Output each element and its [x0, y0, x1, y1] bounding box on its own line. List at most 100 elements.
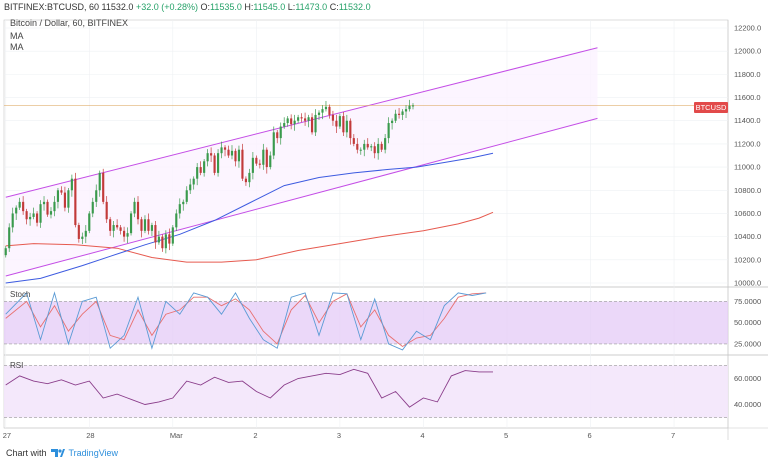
candle-body — [377, 143, 380, 154]
tradingview-logo-icon — [50, 449, 65, 457]
candle-body — [276, 132, 279, 139]
candle-body — [401, 111, 404, 115]
chart-subtitle: Bitcoin / Dollar, 60, BITFINEX — [10, 18, 129, 28]
candle-body — [15, 207, 18, 214]
candle-body — [18, 201, 21, 208]
candle-body — [223, 147, 227, 150]
candle-body — [220, 147, 223, 154]
ma-legend-1[interactable]: MA — [10, 31, 24, 41]
rsi-line — [5, 368, 493, 408]
candle-body — [384, 138, 387, 150]
candle-body — [133, 201, 136, 214]
candle-body — [150, 225, 154, 231]
candle-body — [210, 153, 213, 156]
candle-body — [408, 105, 411, 110]
candle-body — [143, 219, 147, 231]
symbol-label[interactable]: BITFINEX:BTCUSD, 60 — [4, 2, 100, 12]
candle-body — [22, 201, 25, 212]
candle-body — [196, 167, 199, 179]
candle-body — [109, 219, 112, 231]
candle-body — [11, 213, 14, 228]
candle-body — [244, 178, 247, 183]
stoch-label[interactable]: Stoch — [10, 290, 31, 299]
price-tick-label: 10600.0 — [734, 209, 761, 218]
candle-body — [147, 219, 150, 231]
high-label: H: — [244, 2, 254, 12]
candle-body — [397, 113, 401, 115]
stoch-tick-label: 25.0000 — [734, 339, 761, 348]
candle-body — [349, 120, 352, 139]
candle-body — [185, 190, 188, 202]
ma-fast-line — [5, 152, 494, 284]
candle-body — [112, 225, 115, 231]
close-label: C: — [329, 2, 339, 12]
time-tick-label: 4 — [420, 431, 424, 440]
candle-body — [394, 113, 397, 121]
candle-body — [35, 213, 39, 223]
last-price: 11532.0 — [101, 2, 134, 12]
stoch-k-line — [5, 291, 487, 351]
high-value: 11545.0 — [253, 2, 286, 12]
candle-body — [49, 211, 53, 215]
candle-body — [60, 190, 63, 193]
candle-body — [297, 117, 300, 121]
candle-body — [95, 190, 98, 202]
low-value: 11473.0 — [295, 2, 328, 12]
channel-lower-line — [5, 117, 598, 277]
candle-body — [123, 230, 126, 237]
footer[interactable]: Chart with TradingView — [6, 448, 118, 458]
candle-body — [321, 109, 324, 113]
candle-body — [102, 172, 105, 202]
change-value: +32.0 (+0.28%) — [135, 2, 198, 12]
candle-body — [359, 149, 362, 151]
channel-fill — [5, 47, 598, 277]
price-badge: BTCUSD — [694, 102, 728, 113]
candle-body — [126, 233, 129, 237]
candle-body — [136, 201, 140, 220]
candle-body — [248, 172, 251, 183]
price-tick-label: 11000.0 — [734, 163, 761, 172]
candle-body — [370, 146, 373, 148]
candle-body — [63, 192, 66, 208]
candle-body — [199, 167, 202, 173]
rsi-label[interactable]: RSI — [10, 361, 24, 370]
candle-body — [241, 149, 244, 179]
candle-body — [411, 105, 415, 107]
candle-body — [345, 120, 348, 133]
candle-body — [203, 161, 206, 173]
candle-body — [387, 123, 390, 139]
candle-body — [310, 117, 314, 133]
price-tick-label: 11800.0 — [734, 70, 761, 79]
candle-body — [234, 150, 237, 162]
candle-body — [77, 225, 80, 239]
candle-body — [283, 123, 286, 127]
candle-body — [39, 204, 42, 223]
candle-body — [42, 201, 46, 205]
candle-body — [129, 213, 133, 234]
candle-body — [331, 114, 335, 121]
candle-body — [157, 236, 160, 243]
price-tick-label: 12000.0 — [734, 47, 761, 56]
ma-legend-2[interactable]: MA — [10, 42, 24, 52]
candle-body — [67, 190, 70, 208]
channel-upper-line — [5, 47, 598, 198]
candle-body — [74, 178, 77, 226]
price-tick-label: 11200.0 — [734, 139, 761, 148]
price-tick-label: 10000.0 — [734, 279, 761, 288]
candle-body — [206, 153, 209, 162]
candle-body — [262, 149, 265, 165]
ma-slow-line — [5, 211, 494, 263]
candle-body — [314, 114, 317, 133]
candle-body — [324, 106, 328, 110]
candle-body — [171, 227, 174, 244]
candle-body — [189, 184, 192, 191]
time-tick-label: Mar — [170, 431, 183, 440]
candle-body — [53, 201, 56, 212]
stoch-band — [4, 301, 728, 344]
time-tick-label: 5 — [504, 431, 508, 440]
candle-body — [304, 118, 307, 121]
candle-body — [352, 138, 355, 144]
candle-body — [88, 213, 91, 231]
candle-body — [175, 213, 178, 228]
